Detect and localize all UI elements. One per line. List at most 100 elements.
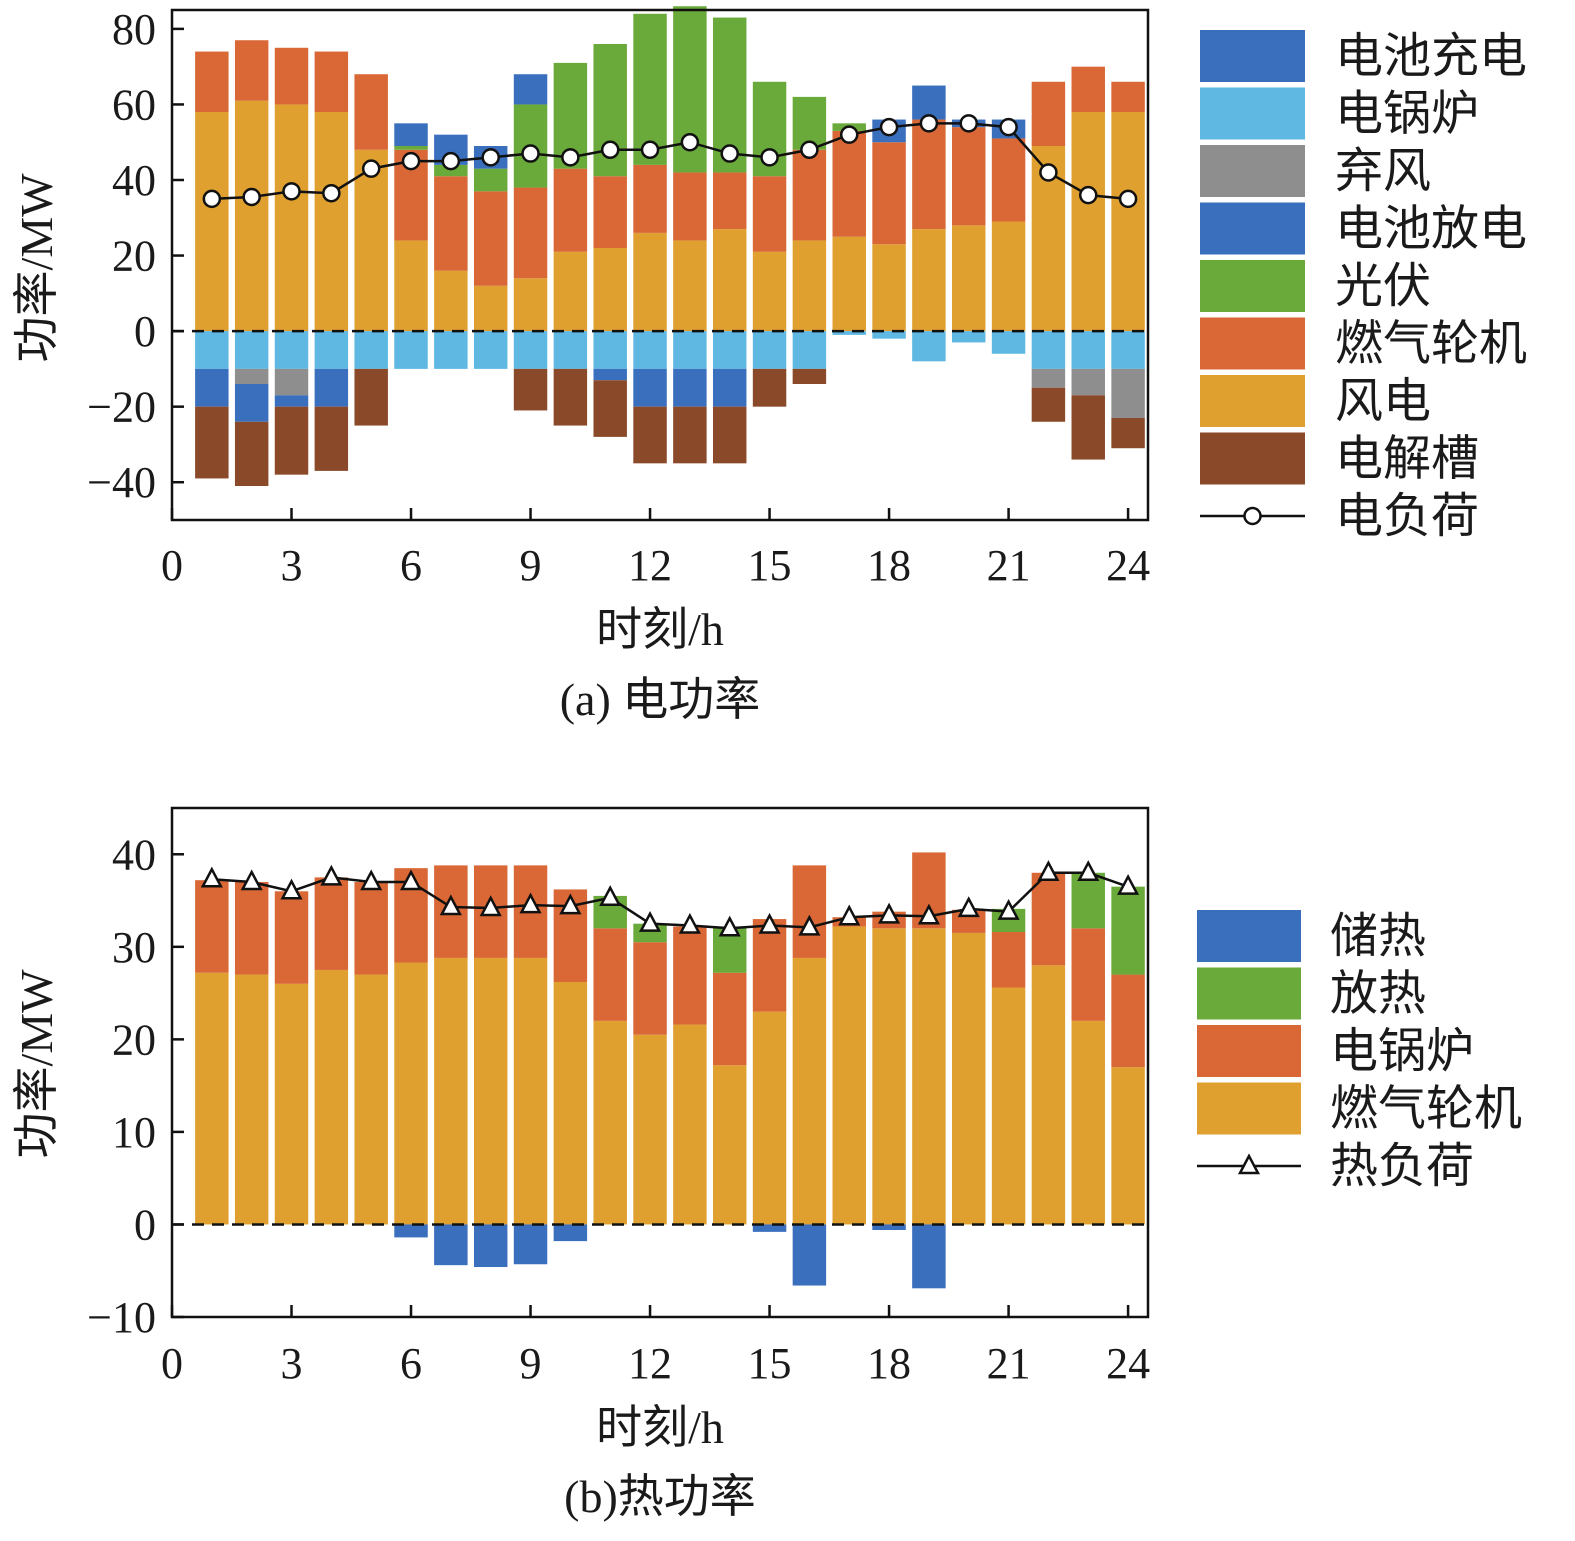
bar-segment — [792, 331, 827, 369]
legend-item: 放热 — [1197, 967, 1426, 1021]
bar-segment — [434, 1224, 468, 1266]
legend-label: 电锅炉 — [1330, 1025, 1474, 1078]
bar-segment — [195, 331, 229, 369]
bar-segment — [712, 331, 747, 369]
bar-segment — [195, 368, 229, 407]
bar-segment — [434, 957, 468, 1225]
bar-segment — [792, 240, 827, 332]
bar-segment — [234, 331, 269, 369]
bar-segment — [513, 957, 548, 1225]
bar-segment — [1031, 368, 1066, 388]
load-point — [282, 182, 301, 201]
bar-segment — [234, 421, 269, 486]
bar-segment — [354, 331, 388, 369]
bar-segment — [234, 368, 269, 384]
x-axis-label: 时刻/h — [596, 604, 724, 655]
bar-segment — [513, 331, 548, 369]
y-axis-label: 功率/MW — [11, 969, 62, 1159]
bar-segment — [513, 1224, 548, 1265]
bar-segment — [274, 406, 309, 475]
load-point — [600, 140, 620, 160]
legend-label: 风电 — [1335, 375, 1431, 428]
legend-swatch — [1200, 432, 1305, 485]
load-series — [200, 860, 1140, 937]
chart-caption: (a) 电功率 — [560, 674, 761, 725]
load-point — [399, 869, 423, 891]
series-0 — [195, 100, 1145, 332]
bar-segment — [752, 1224, 787, 1232]
load-point — [1117, 873, 1140, 895]
load-point — [997, 898, 1020, 920]
bar-segment — [912, 928, 946, 1225]
bar-segment — [952, 932, 986, 1225]
legend-swatch — [1200, 30, 1305, 82]
x-tick-label: 24 — [1106, 1339, 1150, 1388]
legend-item: 电负荷 — [1200, 490, 1479, 543]
bar-segment — [872, 244, 906, 332]
bar-segment — [1111, 112, 1145, 332]
bar-segment — [1111, 331, 1145, 369]
bar-segment — [593, 928, 627, 1021]
load-point — [320, 864, 343, 886]
legend-swatch — [1200, 145, 1305, 197]
legend-marker — [1237, 1153, 1261, 1175]
bar-segment — [1111, 1067, 1145, 1225]
x-tick-label: 9 — [520, 1339, 542, 1388]
bar-segment — [314, 368, 349, 407]
bar-segment — [1071, 112, 1105, 332]
bar-segment — [912, 119, 946, 230]
load-line — [211, 871, 1129, 930]
load-point — [322, 183, 341, 203]
bar-segment — [593, 380, 627, 437]
y-tick-label: 60 — [112, 80, 156, 129]
bar-segment — [314, 331, 349, 369]
bar-segment — [274, 47, 309, 105]
bar-segment — [912, 229, 946, 332]
load-point — [521, 144, 540, 163]
bar-segment — [274, 395, 309, 407]
bar-segment — [394, 240, 428, 332]
load-point — [798, 914, 821, 936]
bar-segment — [1071, 395, 1105, 460]
chart-a: 0 3 6 9 12 15 18 21 24 −40 −20 0 20 40 60 80 时刻/h 功率/MW (a… — [11, 5, 1527, 725]
load-point — [202, 189, 222, 209]
x-tick-label: 9 — [520, 541, 542, 590]
load-point — [678, 912, 701, 934]
legend-label: 燃气轮机 — [1330, 1083, 1522, 1136]
bar-segment — [274, 983, 309, 1225]
bar-segment — [394, 962, 428, 1225]
load-line — [211, 122, 1129, 201]
bar-segment — [673, 926, 707, 1025]
load-point — [999, 117, 1018, 137]
bar-segment — [991, 138, 1026, 222]
load-point — [519, 892, 542, 914]
load-point — [917, 903, 940, 925]
load-point — [879, 117, 899, 137]
load-point — [800, 140, 819, 160]
legend-item: 储热 — [1197, 910, 1426, 963]
bar-segment — [872, 331, 906, 339]
bar-segment — [553, 981, 588, 1225]
legend-label: 光伏 — [1335, 260, 1431, 313]
bar-segment — [633, 232, 667, 332]
bar-segment — [314, 877, 349, 970]
plot-frame — [170, 8, 1150, 522]
bar-segment — [195, 112, 229, 332]
load-point — [919, 114, 939, 133]
load-point — [959, 114, 978, 133]
x-tick-label: 3 — [281, 1339, 303, 1388]
bar-segment — [394, 146, 428, 150]
x-tick-label: 3 — [281, 541, 303, 590]
y-tick-label: 10 — [112, 1108, 156, 1157]
legend-swatch — [1197, 967, 1301, 1020]
legend-item: 电锅炉 — [1197, 1025, 1474, 1078]
bar-segment — [872, 1224, 906, 1231]
x-tick-label: 18 — [867, 1339, 911, 1388]
bar-segment — [473, 957, 508, 1225]
series-5 — [234, 368, 1145, 418]
bar-segment — [792, 368, 827, 384]
x-tick-label: 21 — [987, 1339, 1031, 1388]
bar-segment — [513, 278, 548, 332]
load-point — [1118, 189, 1138, 209]
